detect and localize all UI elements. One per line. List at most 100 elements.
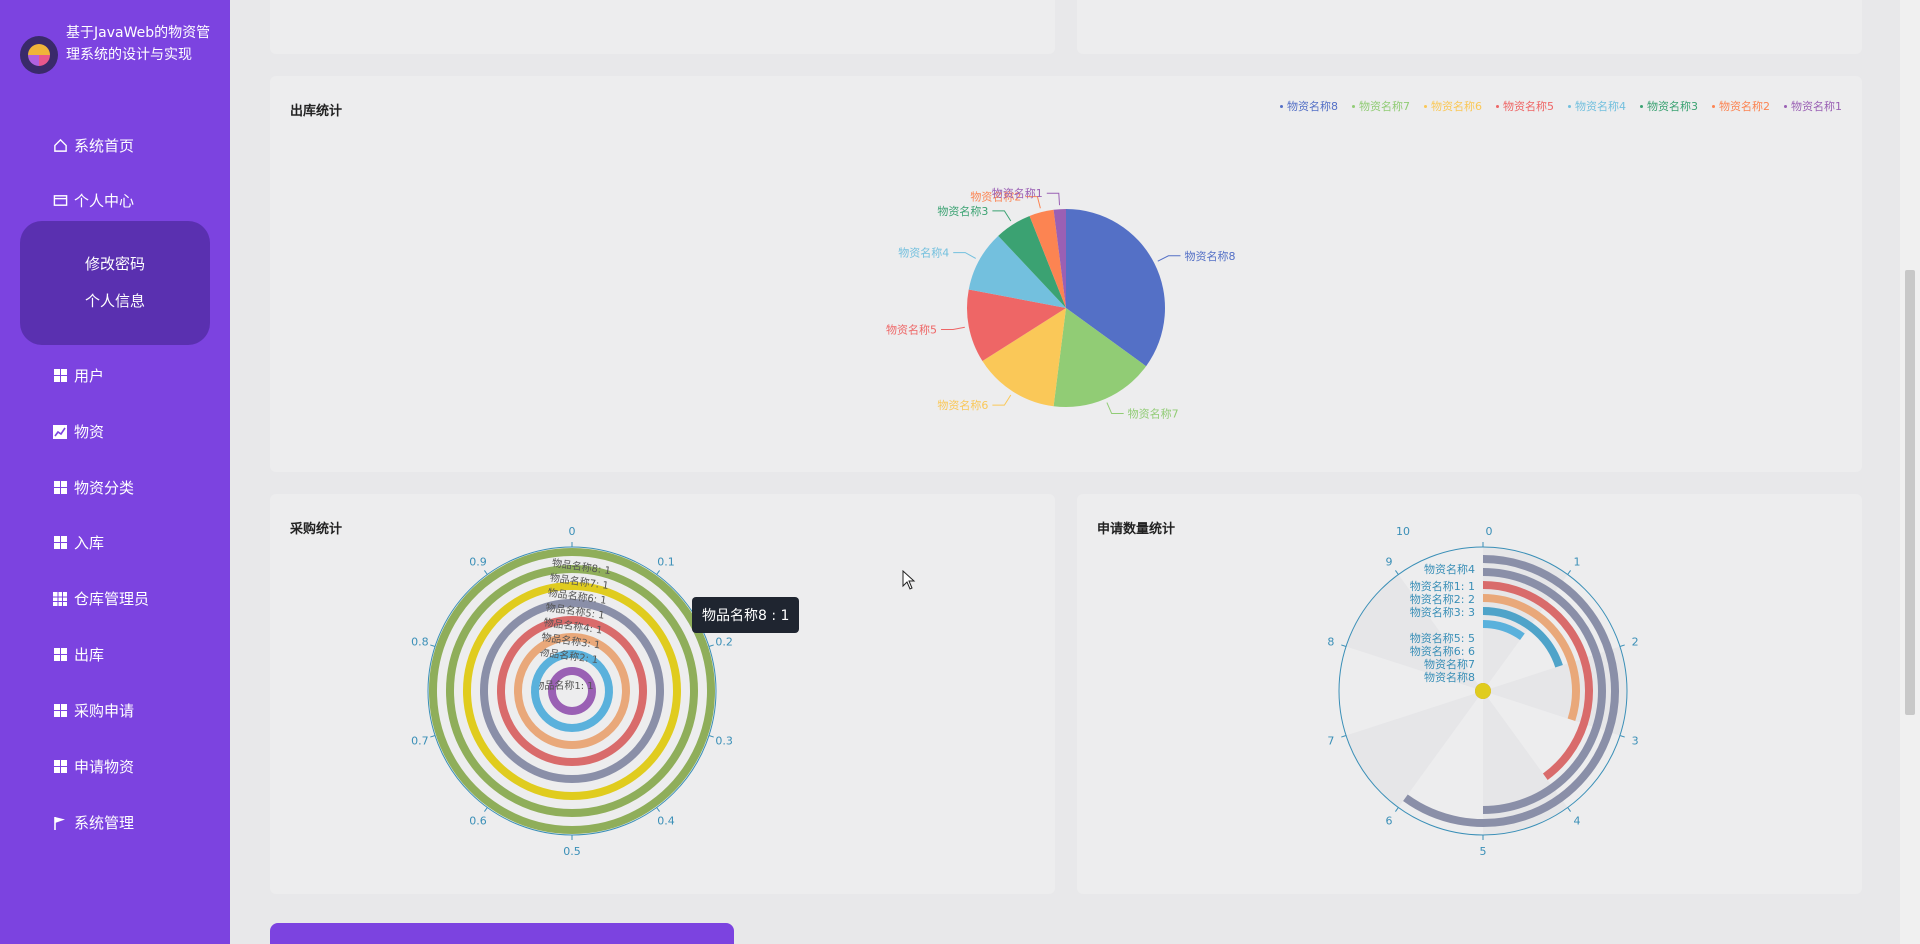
grid-icon (52, 368, 68, 384)
scrollbar-thumb[interactable] (1905, 270, 1915, 715)
grid-icon (52, 480, 68, 496)
angle-tick (1619, 735, 1625, 738)
legend-item[interactable]: 物资名称7 (1352, 98, 1410, 114)
sidebar-item-materials[interactable]: 物资 (52, 421, 104, 442)
pie-slice[interactable] (1053, 209, 1066, 308)
chart-tooltip: 物品名称8 : 1 (692, 597, 800, 633)
grid-icon (52, 535, 68, 551)
radial-bar-label: 物资名称7 (1424, 657, 1475, 671)
top-card-left (270, 0, 1055, 54)
legend-item[interactable]: 物资名称2 (1712, 98, 1770, 114)
angle-tick-label: 2 (1632, 636, 1639, 649)
radial-bar-label: 物资名称5: 5 (1410, 631, 1475, 645)
pie-label-line (1157, 255, 1181, 262)
pie-label-line (1046, 192, 1061, 206)
angle-tick (1395, 807, 1399, 812)
radial-bar[interactable] (1482, 581, 1593, 780)
radial-bar[interactable] (445, 565, 698, 817)
pie-slice[interactable] (1066, 209, 1165, 367)
home-icon (52, 138, 68, 154)
angle-tick (1567, 570, 1571, 575)
angle-tick-label: 0.2 (715, 636, 733, 649)
table-icon (52, 591, 68, 607)
pie-label: 物资名称3 (937, 204, 988, 218)
angle-tick-label: 6 (1385, 814, 1392, 827)
radial-bar[interactable] (1482, 607, 1563, 668)
angle-tick-label: 5 (1480, 845, 1487, 858)
sidebar-item-categories[interactable]: 物资分类 (52, 477, 134, 498)
legend-item[interactable]: 物资名称5 (1496, 98, 1554, 114)
sidebar-item-home[interactable]: 系统首页 (52, 135, 134, 156)
split-area (1483, 646, 1627, 736)
sidebar-item-request-materials[interactable]: 申请物资 (52, 756, 134, 777)
angle-tick-label: 0.6 (469, 814, 487, 827)
radial-bar[interactable] (463, 582, 681, 800)
sidebar-item-users[interactable]: 用户 (52, 365, 104, 386)
legend-item[interactable]: 物资名称3 (1640, 98, 1698, 114)
angle-tick (484, 570, 488, 575)
sidebar-item-system-management[interactable]: 系统管理 (52, 812, 134, 833)
pie-label: 物资名称5 (886, 323, 937, 337)
radial-bar-label: 物资名称1: 1 (1410, 579, 1475, 593)
sidebar-item-outbound[interactable]: 出库 (52, 644, 104, 665)
radial-bar[interactable] (480, 599, 664, 783)
radial-bar[interactable] (514, 633, 630, 749)
angle-tick-label: 7 (1327, 734, 1334, 747)
sidebar-item-purchase-request[interactable]: 采购申请 (52, 700, 134, 721)
radial-bar[interactable] (548, 667, 596, 715)
sidebar-item-warehouse-admin[interactable]: 仓库管理员 (52, 588, 149, 609)
submenu-change-password[interactable]: 修改密码 (84, 255, 145, 273)
legend-item[interactable]: 物资名称4 (1568, 98, 1626, 114)
pie-slice[interactable] (1029, 209, 1066, 308)
outbound-chart-card: 出库统计 物资名称8 物资名称7 物资名称6 物资名称5 物资名称4 物资名称3 物资名称2… (270, 76, 1862, 472)
angle-tick-label: 10 (1396, 525, 1410, 538)
angle-tick-label: 1 (1574, 556, 1581, 569)
radial-bar[interactable] (1482, 594, 1580, 721)
page-scrollbar[interactable] (1900, 0, 1920, 944)
angle-tick-label: 0 (1486, 525, 1493, 538)
sidebar-item-label: 申请物资 (74, 758, 135, 776)
pie-slice[interactable] (1053, 308, 1147, 408)
angle-tick (1341, 644, 1347, 647)
flag-icon (52, 815, 68, 831)
pie-slice[interactable] (968, 235, 1066, 308)
radial-bar[interactable] (531, 650, 613, 732)
sidebar-item-personal-center[interactable]: 个人中心 (52, 190, 134, 211)
radial-bar[interactable] (497, 616, 647, 766)
radial-bar[interactable] (1403, 555, 1619, 827)
angle-tick-label: 3 (1632, 734, 1639, 747)
angle-tick-label: 0 (569, 525, 576, 538)
pie-label: 物资名称8 (1184, 249, 1235, 263)
app-logo (20, 36, 58, 74)
angle-tick (1341, 735, 1347, 738)
radial-bar[interactable] (429, 548, 715, 834)
legend-item[interactable]: 物资名称1 (1784, 98, 1842, 114)
pie-slice[interactable] (967, 289, 1066, 362)
radial-bar[interactable] (1482, 620, 1525, 641)
bottom-button[interactable] (270, 923, 734, 944)
mouse-cursor-icon (902, 569, 916, 594)
pie-slice[interactable] (998, 215, 1066, 308)
angle-tick (656, 570, 660, 575)
grid-icon (52, 703, 68, 719)
split-area (1346, 691, 1483, 808)
legend-item[interactable]: 物资名称6 (1424, 98, 1482, 114)
submenu-personal-info[interactable]: 个人信息 (84, 292, 145, 310)
pie-label-line (941, 326, 965, 331)
radial-bar-label: 物品名称1: 1 (534, 679, 593, 692)
pie-slice[interactable] (982, 308, 1066, 407)
pie-label: 物资名称2 (970, 190, 1021, 204)
radial-bar[interactable] (1482, 568, 1606, 814)
pie-label: 物资名称7 (1128, 407, 1179, 421)
split-area (1346, 574, 1483, 691)
angle-tick-label: 0.9 (469, 556, 487, 569)
radial-bar-label: 物资名称4 (1424, 562, 1475, 576)
legend-item[interactable]: 物资名称8 (1280, 98, 1338, 114)
radial-bar-label: 物资名称8 (1424, 670, 1475, 684)
app-title: 基于JavaWeb的物资管理系统的设计与实现 (66, 25, 211, 63)
sidebar-item-label: 系统管理 (74, 814, 135, 832)
sidebar-item-inbound[interactable]: 入库 (52, 532, 104, 553)
angle-tick (430, 644, 436, 647)
